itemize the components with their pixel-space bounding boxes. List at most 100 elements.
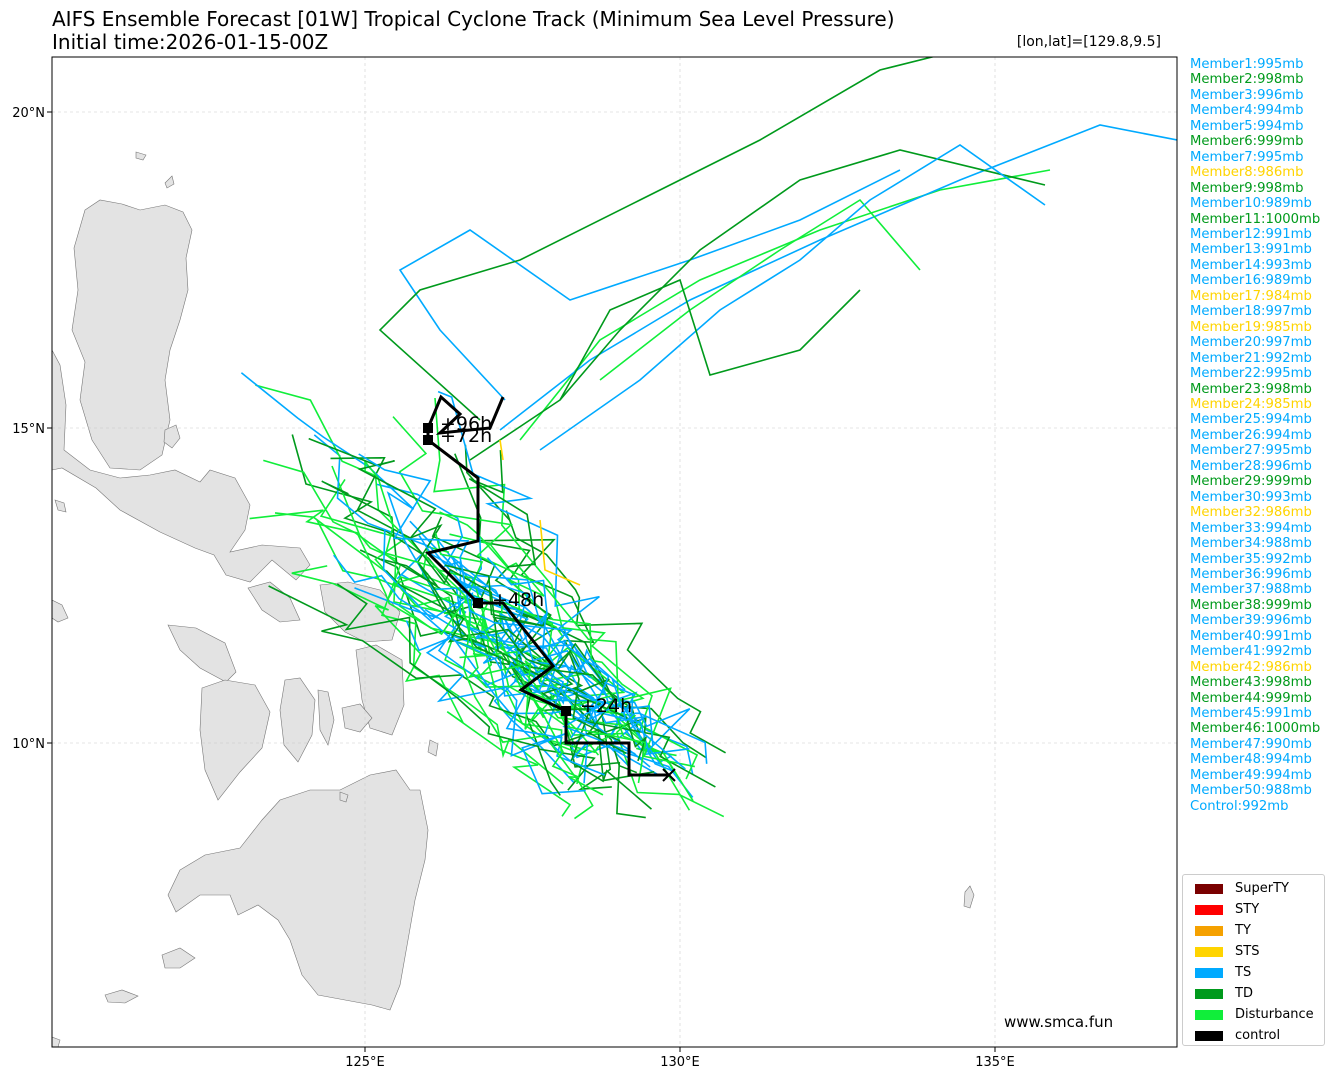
mindoro	[167, 624, 237, 683]
legend-item: control	[1195, 1025, 1280, 1046]
member-entry: Member28:996mb	[1190, 458, 1312, 474]
legend-swatch	[1195, 967, 1223, 978]
control-track-line	[425, 394, 669, 777]
forecast-hour-marker	[561, 706, 571, 716]
legend-item: STS	[1195, 941, 1259, 962]
legend-label: Disturbance	[1235, 1007, 1314, 1022]
ensemble-track	[263, 459, 564, 785]
member-entry: Member33:994mb	[1190, 520, 1312, 536]
ensemble-track	[336, 583, 561, 796]
member-entry: Member35:992mb	[1190, 551, 1312, 567]
forecast-hour-marker	[473, 598, 483, 608]
legend-label: TD	[1235, 986, 1253, 1001]
member-entry: Member36:996mb	[1190, 566, 1312, 582]
small-island	[104, 989, 139, 1004]
forecast-hour-label: +72h	[440, 425, 492, 447]
member-entry: Member10:989mb	[1190, 196, 1312, 212]
ensemble-track	[464, 444, 726, 754]
initial-position-marker	[662, 768, 676, 782]
member-entry: Member1:995mb	[1190, 57, 1304, 72]
luzon-landmass	[52, 349, 311, 583]
member-entry: Member44:999mb	[1190, 690, 1312, 706]
member-entry: Member13:991mb	[1190, 242, 1312, 258]
member-entry: Member18:997mb	[1190, 304, 1312, 320]
ensemble-track	[469, 278, 861, 461]
ensemble-track	[433, 397, 653, 734]
ensemble-track	[467, 536, 661, 777]
panay	[199, 679, 271, 801]
legend-label: TS	[1235, 965, 1252, 980]
ensemble-track	[486, 557, 708, 764]
member-entry: Member47:990mb	[1190, 736, 1312, 752]
legend-item: TD	[1195, 983, 1253, 1004]
lon-tick-label: 125°E	[345, 1055, 385, 1070]
legend-label: STS	[1235, 944, 1260, 959]
small-island	[163, 424, 181, 449]
legend-label: STY	[1235, 902, 1260, 917]
forecast-hour-marker	[423, 435, 433, 445]
ensemble-track	[499, 124, 1177, 431]
forecast-hour-label: +48h	[492, 589, 544, 611]
lon-tick-label: 135°E	[975, 1055, 1015, 1070]
leyte	[355, 644, 405, 736]
coordinate-readout: [lon,lat]=[129.8,9.5]	[1016, 34, 1161, 50]
ensemble-track	[539, 519, 581, 586]
member-entry: Member24:985mb	[1190, 396, 1312, 412]
ensemble-track	[418, 534, 673, 772]
control-track: +24h +48h +72h+96h	[423, 394, 676, 782]
ensemble-track	[434, 532, 637, 734]
bohol	[341, 703, 373, 733]
ensemble-track	[392, 416, 696, 768]
legend-swatch	[1195, 1009, 1223, 1020]
legend-item: Disturbance	[1195, 1004, 1314, 1025]
ensemble-track	[321, 480, 621, 742]
member-entry: Member49:994mb	[1190, 767, 1312, 783]
member-entry: Member46:1000mb	[1190, 721, 1321, 737]
member-entry: Member9:998mb	[1190, 180, 1304, 196]
small-island	[339, 791, 349, 803]
lon-tick-label: 130°E	[660, 1055, 700, 1070]
forecast-hour-label: +96h	[440, 413, 492, 435]
small-island	[161, 947, 196, 969]
ensemble-track	[308, 437, 627, 754]
legend-item: SuperTY	[1195, 878, 1289, 899]
luzon-north	[71, 199, 193, 471]
legend-swatch	[1195, 904, 1223, 915]
cebu	[317, 689, 335, 746]
member-entry: Member12:991mb	[1190, 226, 1312, 242]
ensemble-track	[444, 564, 648, 762]
small-island	[164, 175, 175, 189]
member-entry: Member17:984mb	[1190, 288, 1312, 304]
member-entry: Member50:988mb	[1190, 783, 1312, 799]
member-entry: Member41:992mb	[1190, 644, 1312, 660]
plot-frame	[51, 56, 1178, 1048]
member-entry: Member4:994mb	[1190, 103, 1304, 119]
ensemble-track	[291, 565, 572, 817]
small-island	[963, 885, 975, 909]
legend-item: TS	[1195, 962, 1251, 983]
ensemble-track	[358, 453, 686, 770]
ensemble-track	[559, 149, 1046, 401]
ensemble-track	[333, 554, 636, 755]
negros	[279, 677, 316, 763]
masbate	[247, 581, 301, 623]
legend-label: TY	[1235, 923, 1251, 938]
ensemble-track	[392, 572, 600, 754]
member-entry: Member8:986mb	[1190, 165, 1304, 181]
member-entry: Control:992mb	[1190, 798, 1289, 814]
member-entry: Member3:996mb	[1190, 87, 1304, 103]
member-entry: Member25:994mb	[1190, 412, 1312, 428]
small-island	[135, 151, 147, 161]
lat-tick-label: 10°N	[12, 737, 45, 752]
member-entry: Member32:986mb	[1190, 505, 1312, 521]
ensemble-track	[539, 144, 1046, 451]
ensemble-track	[364, 459, 594, 820]
member-entry: Member39:996mb	[1190, 613, 1312, 629]
member-entry: Member16:989mb	[1190, 273, 1312, 289]
member-entry: Member2:998mb	[1190, 72, 1304, 88]
small-island	[427, 739, 439, 757]
member-entry: Member19:985mb	[1190, 319, 1312, 335]
member-entry: Member29:999mb	[1190, 474, 1312, 490]
legend-swatch	[1195, 1030, 1223, 1041]
